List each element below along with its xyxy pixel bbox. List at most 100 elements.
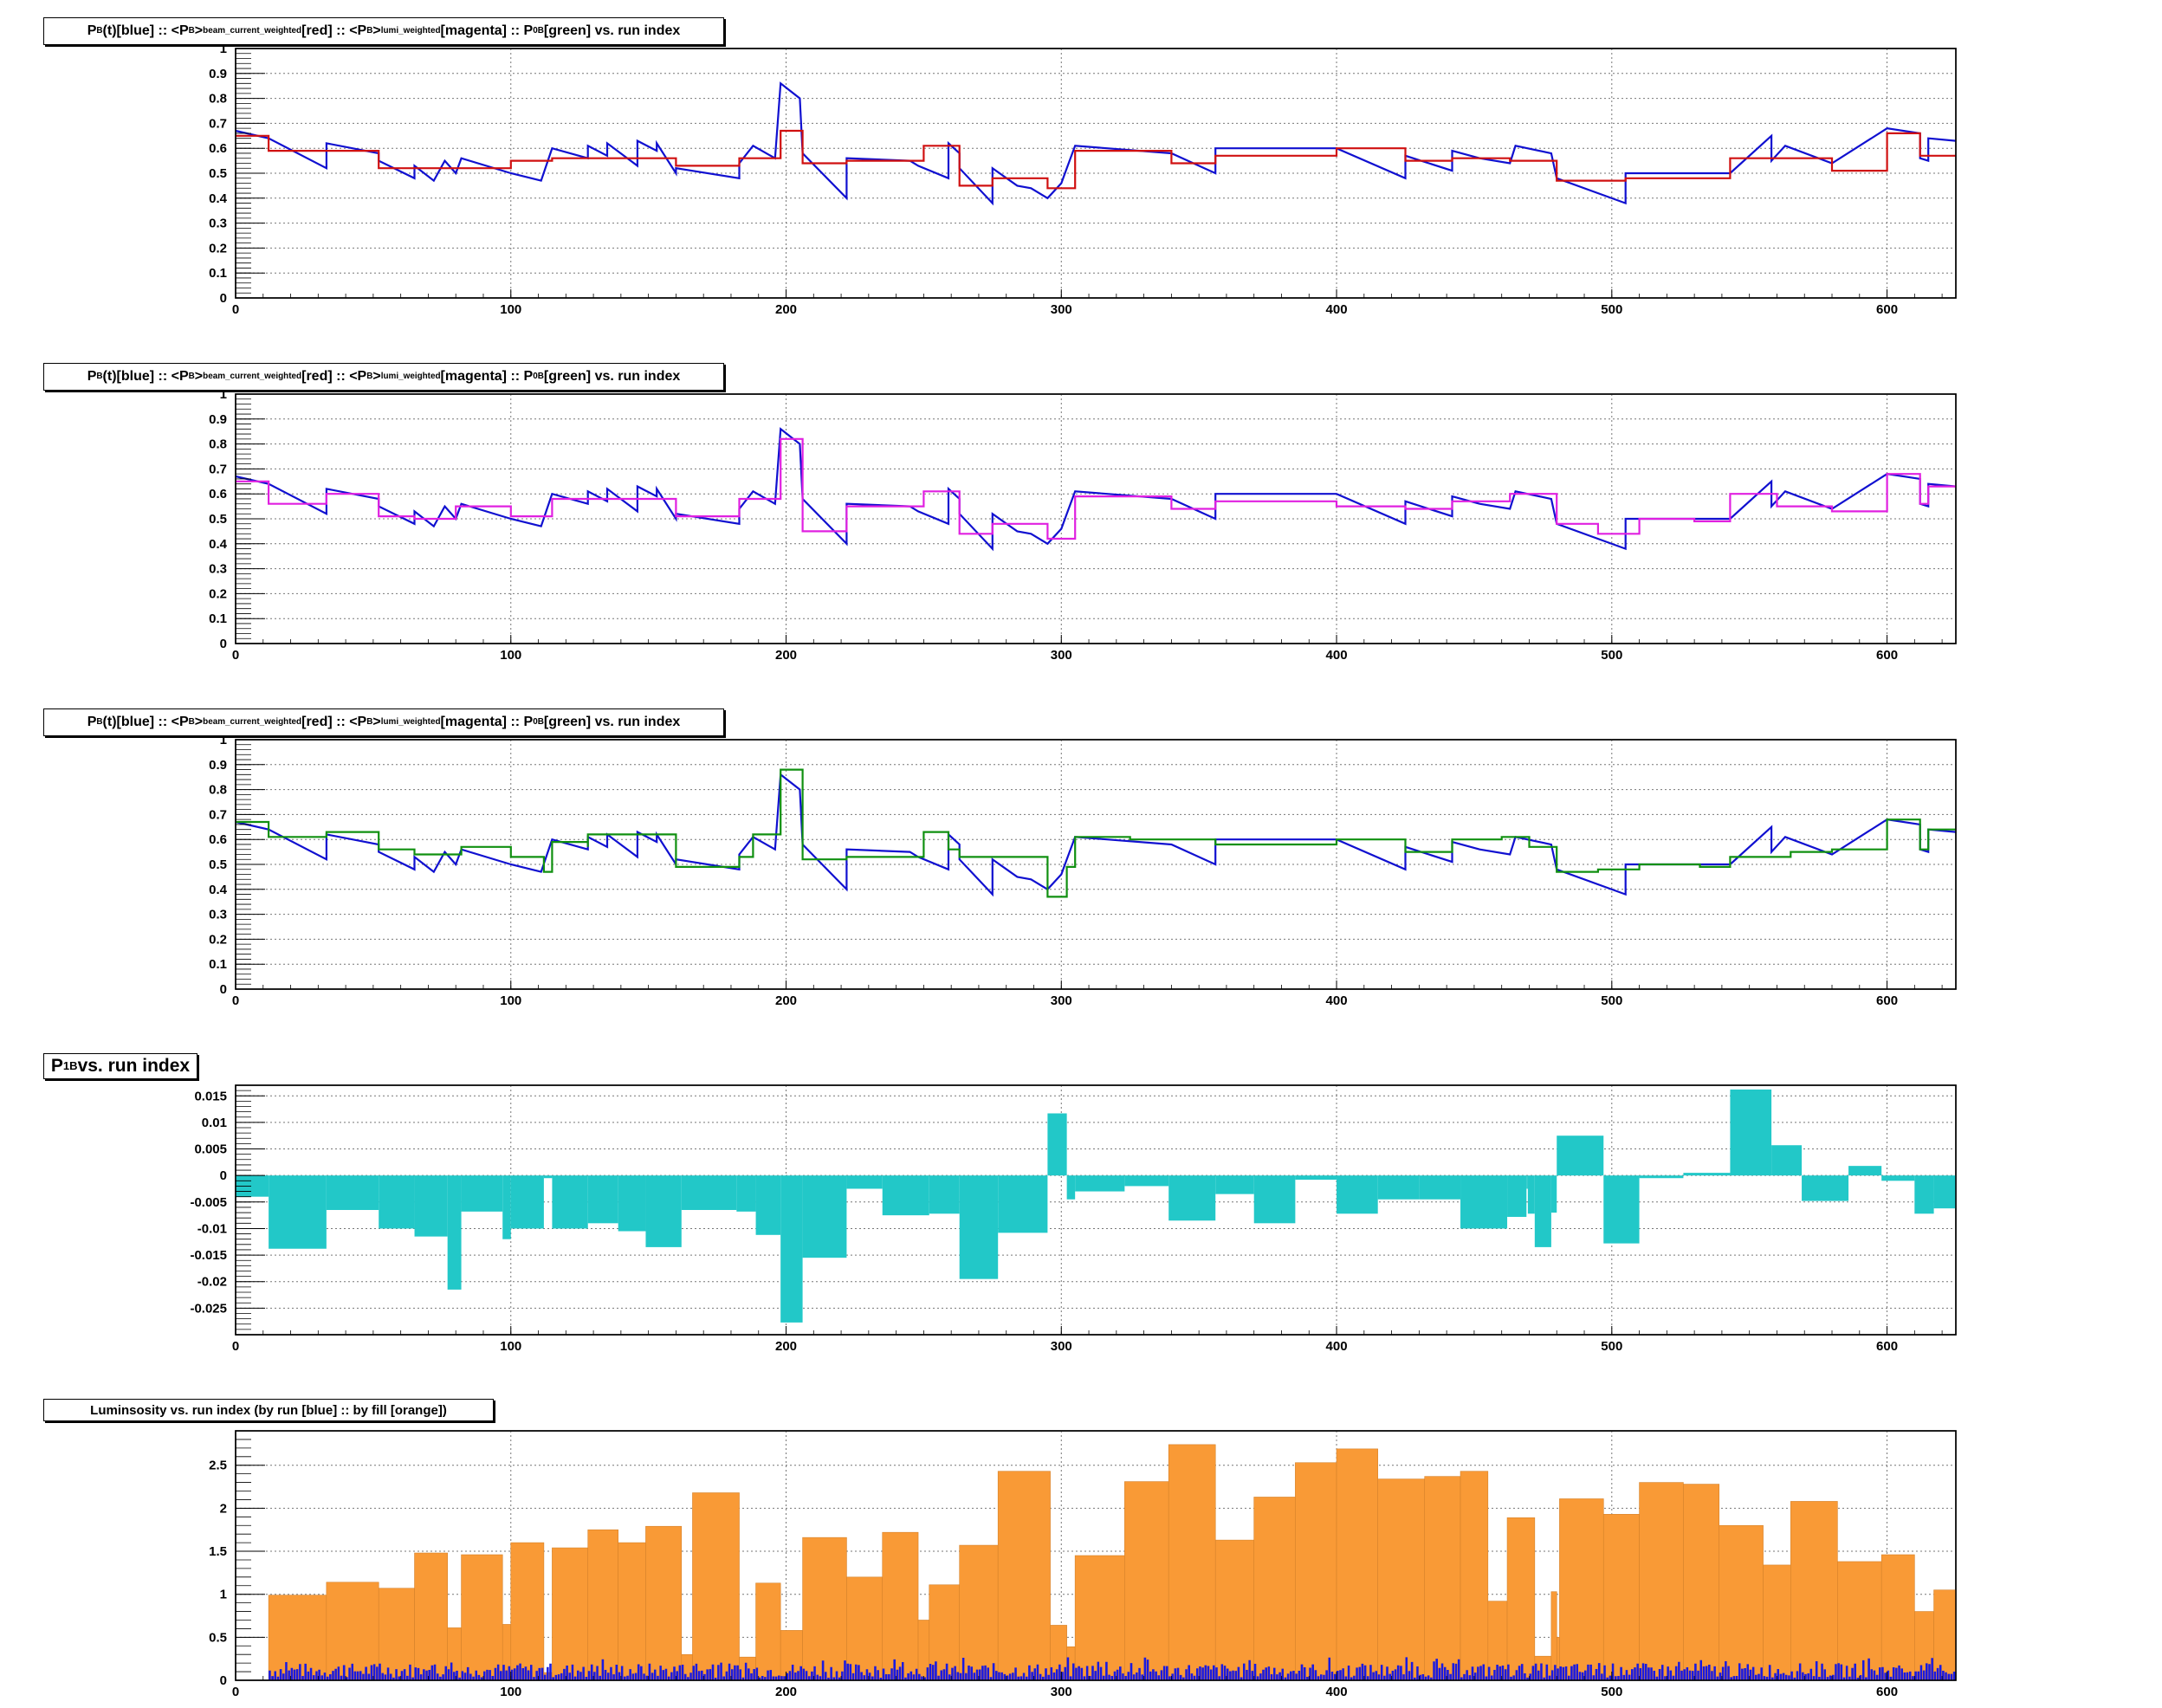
p5-bar-19 [846,1576,884,1681]
p3-ytick-label-10: 1 [220,733,227,747]
p5-bar-44 [1639,1482,1684,1681]
p4-bar-26 [1075,1175,1125,1192]
p5-bar-51 [1914,1611,1934,1681]
p2-ytick-label-3: 0.3 [209,562,227,577]
p4-ytick-label-6: 0.005 [194,1142,227,1157]
p5-bar-38 [1506,1517,1536,1681]
p3-ytick-label-4: 0.4 [209,883,228,897]
p4-xtick-label-300: 300 [1051,1339,1072,1354]
p4-bar-19 [846,1175,883,1189]
p5-series-by-run [269,1657,1956,1680]
p1-ytick-label-6: 0.6 [209,141,227,156]
plot5-title: Luminsosity vs. run index (by run [blue]… [43,1399,494,1421]
p5-chart: 0 0.5 1 1.5 2 2.5 0 100 200 300 400 500 600 [209,1430,1957,1699]
p4-bar-48 [1848,1166,1882,1176]
p4-ytick-label-8: 0.015 [194,1089,227,1103]
p3-ytick-label-0: 0 [220,982,227,997]
p2-ytick-label-9: 0.9 [209,412,227,427]
p5-bar-20 [882,1531,919,1681]
p4-ytick-label-5: 0 [220,1168,227,1183]
p4-bar-13 [645,1175,682,1247]
p5-ytick-label-1: 0.5 [209,1630,227,1645]
p1-ytick-label-5: 0.5 [209,166,227,181]
p1-xtick-label-300: 300 [1051,302,1072,317]
plot1-title: P B (t)[blue] :: <P B > beam_current_weighted… [43,17,724,45]
p4-xtick-label-200: 200 [775,1339,797,1354]
p3-ytick-label-2: 0.2 [209,932,227,947]
p4-bar-22 [959,1175,999,1279]
p5-bar-47 [1763,1564,1791,1681]
p4-bar-15 [736,1175,756,1212]
p1-ytick-label-0: 0 [220,291,227,306]
p4-ytick-label-2: -0.015 [190,1248,227,1263]
p5-bar-32 [1295,1462,1337,1681]
plot3-title: P B (t)[blue] :: <P B > beam_current_weighted… [43,708,724,736]
p2-ytick-label-4: 0.4 [209,537,228,552]
p4-bar-5 [447,1175,462,1290]
p3-ytick-label-6: 0.6 [209,832,227,847]
p2-ytick-label-10: 1 [220,387,227,402]
p4-bar-24 [1047,1113,1067,1176]
p2-xtick-label-100: 100 [500,648,521,663]
p1-xtick-label-200: 200 [775,302,797,317]
p4-bar-37 [1526,1175,1528,1189]
p4-bar-29 [1215,1175,1254,1194]
p1-ytick-label-10: 1 [220,42,227,56]
p4-bar-1 [269,1175,327,1249]
plot2-title: P B (t)[blue] :: <P B > beam_current_weighted… [43,363,724,391]
p5-bar-45 [1683,1484,1720,1681]
p3-ytick-label-9: 0.9 [209,758,227,773]
p4-xtick-label-400: 400 [1326,1339,1348,1354]
p1-series-blue [235,81,1957,206]
p3-ytick-label-5: 0.5 [209,857,227,872]
p2-xtick-label-0: 0 [232,648,239,663]
p4-bar-34 [1419,1175,1461,1200]
p4-bar-12 [618,1175,646,1232]
p5-xtick-label-300: 300 [1051,1685,1072,1699]
p5-bar-28 [1124,1481,1169,1681]
p1-ytick-label-7: 0.7 [209,116,227,131]
p5-ytick-label-3: 1.5 [209,1544,227,1559]
p4-bar-18 [802,1175,847,1258]
p5-bar-31 [1253,1497,1296,1681]
p5-xtick-label-400: 400 [1326,1685,1348,1699]
p2-xtick-label-600: 600 [1876,648,1898,663]
p5-bar-24 [997,1471,1051,1681]
p4-bar-4 [414,1175,448,1237]
p5-xtick-label-500: 500 [1601,1685,1622,1699]
p4-bar-7 [502,1175,511,1239]
p5-bar-33 [1336,1448,1379,1681]
p3-xtick-label-600: 600 [1876,993,1898,1008]
p4-bar-46 [1771,1145,1803,1176]
p4-bar-23 [998,1175,1048,1233]
p5-bar-5 [461,1554,503,1681]
p4-xtick-label-500: 500 [1601,1339,1622,1354]
p4-bar-49 [1881,1175,1915,1181]
p2-series-magenta [236,437,1956,540]
p4-bar-33 [1377,1175,1420,1200]
p5-xtick-label-600: 600 [1876,1685,1898,1699]
p5-bar-0 [268,1595,327,1681]
p3-ytick-label-1: 0.1 [209,957,227,972]
p5-bar-7 [510,1542,545,1681]
p4-bar-21 [929,1175,960,1214]
p4-bar-27 [1124,1175,1169,1187]
p2-xtick-label-300: 300 [1051,648,1072,663]
p3-ytick-label-8: 0.8 [209,783,227,798]
p5-bar-43 [1602,1514,1640,1681]
p3-chart: 0 0.1 0.2 0.3 0.4 0.5 0.6 0.7 0.8 0.9 1 0 100 200 300 4… [209,733,1957,1008]
p4-bar-31 [1295,1175,1337,1181]
p1-ytick-label-3: 0.3 [209,217,227,231]
p1-xtick-label-400: 400 [1326,302,1348,317]
p3-xtick-label-200: 200 [775,993,797,1008]
p5-bar-42 [1559,1498,1604,1681]
p4-bar-25 [1066,1175,1076,1200]
p1-ytick-label-8: 0.8 [209,92,227,107]
p4-xtick-label-0: 0 [232,1339,239,1354]
p5-bar-12 [645,1525,683,1681]
p1-xtick-label-600: 600 [1876,302,1898,317]
p4-bar-41 [1557,1135,1604,1176]
p5-xtick-label-200: 200 [775,1685,797,1699]
